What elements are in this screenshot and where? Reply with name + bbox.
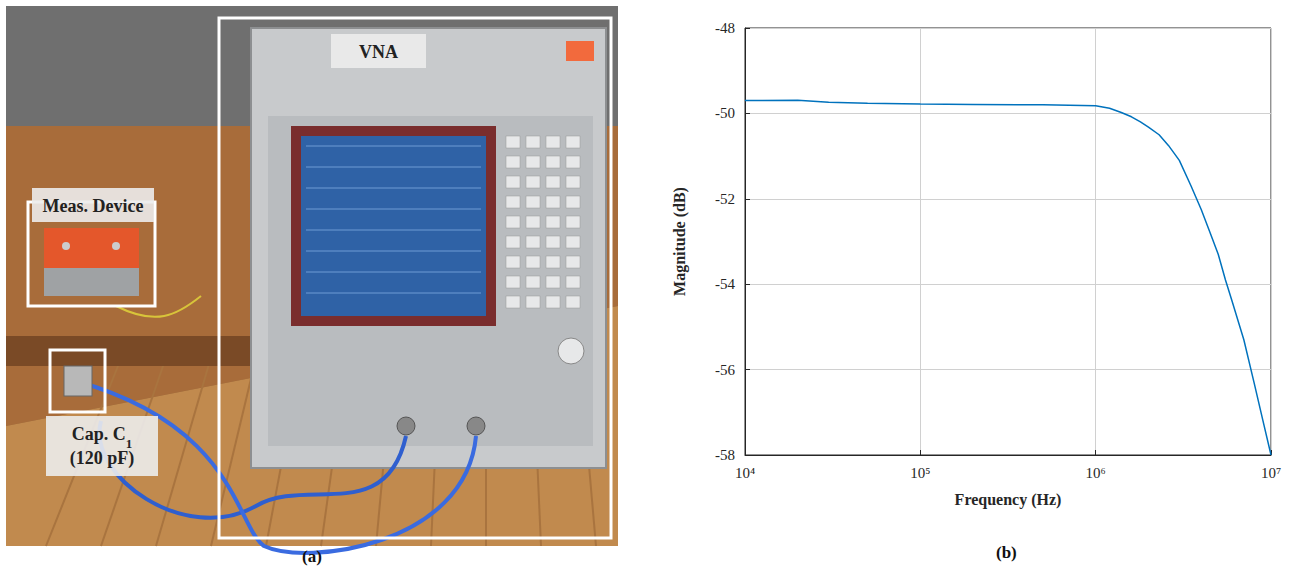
svg-text:10⁴: 10⁴: [735, 465, 755, 481]
svg-text:-56: -56: [715, 362, 735, 378]
svg-text:VNA: VNA: [359, 42, 398, 62]
svg-text:(a): (a): [302, 547, 322, 566]
svg-text:-50: -50: [715, 105, 735, 121]
svg-text:Meas. Device: Meas. Device: [43, 196, 144, 216]
svg-text:Frequency (Hz): Frequency (Hz): [955, 491, 1062, 509]
svg-text:-58: -58: [715, 447, 735, 463]
svg-text:10⁶: 10⁶: [1086, 465, 1106, 481]
svg-text:Cap. C1: Cap. C1: [72, 424, 133, 451]
svg-text:Magnitude (dB): Magnitude (dB): [671, 187, 689, 296]
svg-text:10⁵: 10⁵: [910, 465, 930, 481]
svg-text:-52: -52: [715, 191, 735, 207]
svg-text:(b): (b): [996, 543, 1017, 562]
svg-text:-54: -54: [715, 276, 735, 292]
svg-text:(120 pF): (120 pF): [70, 448, 135, 469]
svg-text:-48: -48: [715, 20, 735, 36]
svg-text:10⁷: 10⁷: [1261, 465, 1281, 481]
